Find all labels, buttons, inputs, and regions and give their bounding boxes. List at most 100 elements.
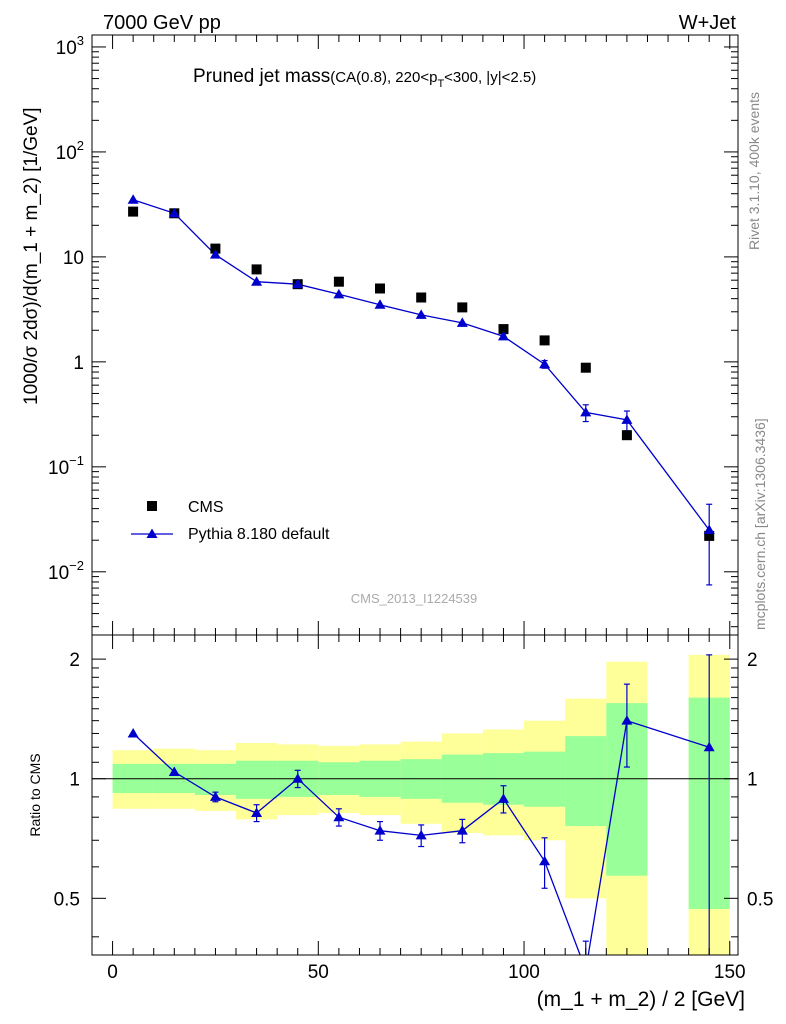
x-tick-label: 0 — [107, 962, 118, 983]
cms-point — [416, 292, 427, 303]
main-y-tick-label: 10 — [63, 248, 84, 269]
main-y-tick-base: 10 — [48, 458, 69, 479]
legend-marker-pythia — [146, 528, 158, 538]
ratio-pythia-point — [415, 829, 427, 840]
ratio-y-axis-label: Ratio to CMS — [27, 753, 43, 836]
x-tick-label: 50 — [308, 962, 329, 983]
ratio-pythia-point — [539, 855, 551, 866]
main-y-tick-base: 10 — [56, 143, 77, 164]
ratio-plot-panel: 0.5 0.5 1 1 2 2 0 50 100 150 Ratio to CMS (m_1 +… — [27, 634, 774, 1011]
pythia-point — [127, 194, 139, 204]
x-tick-label: 150 — [714, 962, 746, 983]
cms-point — [704, 530, 715, 541]
main-y-tick-label: 1 — [73, 353, 84, 374]
ratio-y-tick-label-left: 1 — [69, 770, 80, 791]
cms-point — [333, 276, 344, 287]
cms-point — [580, 362, 591, 373]
pythia-point — [580, 406, 592, 417]
main-axis-ticks — [92, 35, 738, 635]
ratio-data-marks — [127, 654, 715, 955]
cms-point — [621, 430, 632, 441]
main-y-tick-base: 10 — [48, 563, 69, 584]
cms-point — [251, 264, 262, 275]
cms-point — [128, 206, 139, 217]
ratio-pythia-point — [251, 807, 263, 817]
ratio-pythia-point — [374, 825, 386, 835]
main-y-tick-exponent: −1 — [69, 453, 84, 468]
ratio-y-tick-label-right: 2 — [747, 650, 758, 671]
ratio-pythia-point — [168, 766, 180, 776]
rivet-version-label: Rivet 3.1.10, 400k events — [746, 92, 762, 250]
main-y-tick-exponent: −2 — [69, 558, 84, 573]
cms-point — [539, 335, 550, 346]
legend-label-cms: CMS — [188, 499, 224, 516]
ratio-inner-band — [236, 760, 278, 799]
main-y-tick-base: 10 — [56, 38, 77, 59]
main-y-tick-base: 1 — [73, 353, 84, 374]
pythia-point — [251, 276, 263, 286]
ratio-pythia-point — [621, 715, 633, 725]
ratio-y-tick-label-left: 2 — [69, 650, 80, 671]
ratio-pythia-point — [497, 793, 509, 803]
ratio-y-tick-label-right: 1 — [747, 770, 758, 791]
ratio-plot-frame — [91, 634, 739, 956]
ratio-pythia-line — [132, 719, 710, 955]
legend-label-pythia: Pythia 8.180 default — [188, 526, 330, 543]
pythia-point — [292, 278, 304, 289]
x-tick-label: 100 — [508, 962, 540, 983]
cms-point — [457, 302, 468, 313]
cms-point — [498, 324, 509, 335]
main-y-axis-label: 1000/σ 2dσ)/d(m_1 + m_2) [1/GeV] — [21, 107, 42, 405]
pythia-point — [497, 330, 509, 341]
pythia-point — [539, 358, 551, 369]
ratio-pythia-point — [703, 741, 715, 752]
main-y-tick-exponent: 2 — [77, 138, 84, 153]
ratio-axis-ticks — [92, 635, 738, 955]
pythia-point — [456, 317, 468, 327]
title-sub: (CA(0.8), 220<p — [330, 69, 437, 86]
pythia-point — [209, 249, 221, 259]
ratio-pythia-point — [127, 727, 139, 738]
pythia-point — [168, 207, 180, 218]
pythia-line — [132, 199, 710, 531]
title-sub-tail: <300, |y|<2.5) — [444, 69, 536, 86]
cms-point — [210, 243, 221, 254]
ratio-y-tick-label-left: 0.5 — [54, 889, 80, 910]
ratio-pythia-point — [333, 811, 345, 822]
title-main: Pruned jet mass — [193, 66, 330, 87]
ratio-inner-band — [565, 736, 607, 827]
main-y-tick-label: 10−2 — [48, 558, 84, 584]
legend-marker-cms — [147, 501, 157, 511]
main-y-tick-exponent: 3 — [77, 33, 84, 48]
pythia-point — [374, 299, 386, 309]
cms-point — [375, 283, 385, 294]
main-data-marks — [127, 194, 715, 586]
ratio-pythia-point — [292, 773, 304, 783]
main-y-tick-label: 10−1 — [48, 453, 84, 479]
main-y-tick-label: 103 — [56, 33, 84, 59]
mcplots-label: mcplots.cern.ch [arXiv:1306.3436] — [752, 418, 768, 630]
pythia-point — [621, 414, 633, 424]
pythia-point — [415, 309, 427, 319]
ratio-pythia-point — [456, 825, 468, 835]
pythia-point — [333, 288, 345, 299]
main-y-tick-base: 10 — [63, 248, 84, 269]
ratio-marks-clipped — [127, 654, 715, 955]
ratio-y-tick-labels: 0.5 0.5 1 1 2 2 — [54, 650, 774, 910]
ratio-inner-band — [194, 763, 237, 795]
main-chart-title: Pruned jet mass(CA(0.8), 220<pT<300, |y|… — [193, 66, 536, 90]
ratio-pythia-point — [209, 791, 221, 801]
ratio-y-tick-label-right: 0.5 — [747, 889, 773, 910]
legend: CMS Pythia 8.180 default — [131, 499, 330, 543]
ratio-x-tick-labels: 0 50 100 150 — [107, 962, 745, 983]
main-y-tick-label: 102 — [56, 138, 84, 164]
header-process-label: W+Jet — [679, 12, 737, 34]
x-axis-label: (m_1 + m_2) / 2 [GeV] — [537, 988, 745, 1011]
pythia-point — [703, 524, 715, 535]
analysis-tag: CMS_2013_I1224539 — [351, 591, 478, 606]
title-sub-index: T — [437, 78, 444, 90]
